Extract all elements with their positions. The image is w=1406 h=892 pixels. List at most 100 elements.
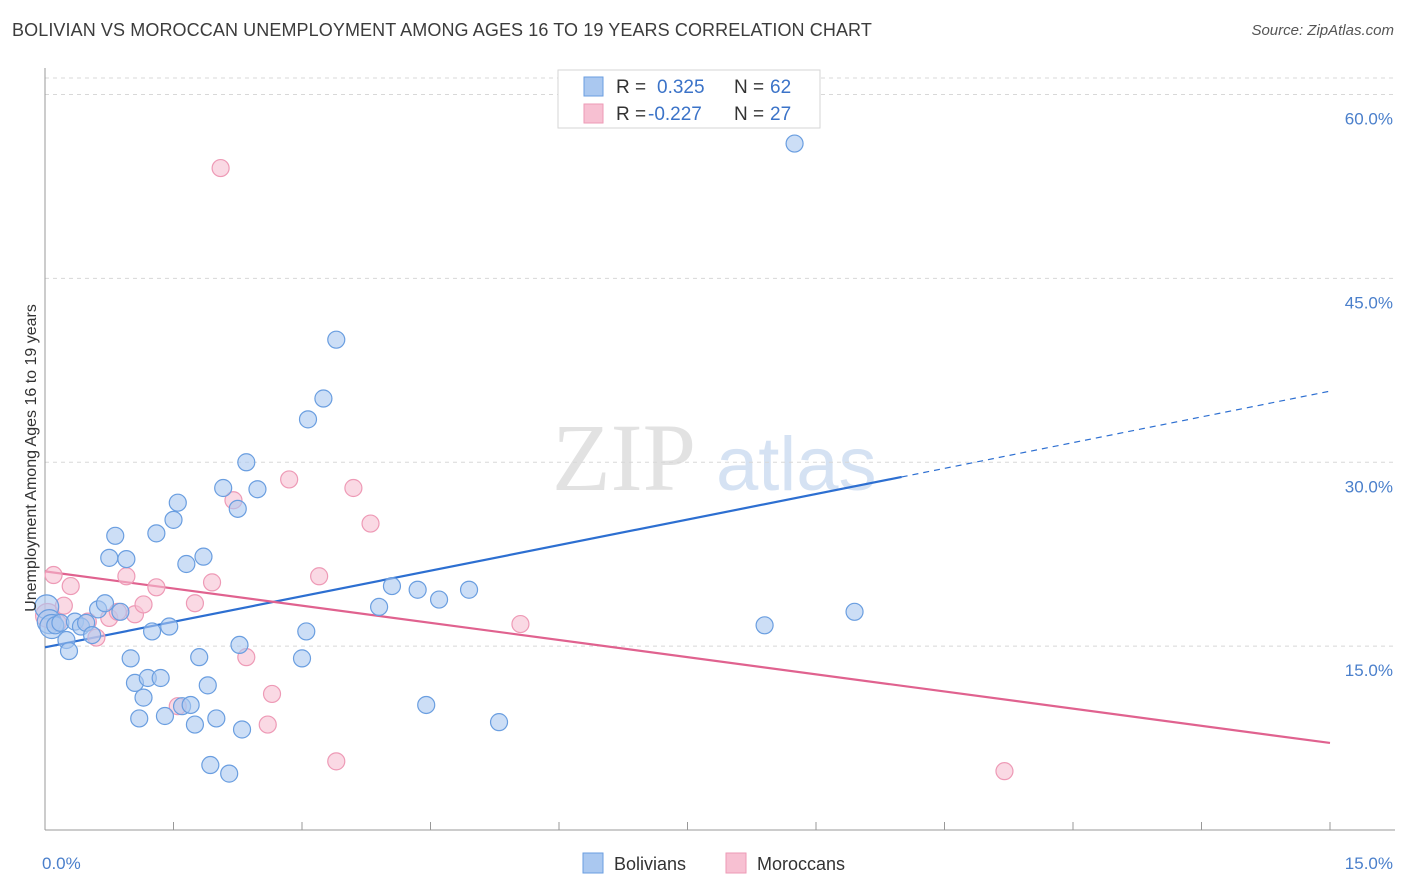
watermark: ZIP atlas: [552, 404, 877, 511]
point-bolivians-52: [408, 580, 427, 599]
trend-line-bolivians-extension: [901, 390, 1331, 478]
point-moroccans-20: [262, 684, 282, 704]
point-moroccans-11: [134, 595, 153, 614]
point-bolivians-34: [194, 547, 213, 566]
point-bolivians-32: [185, 715, 205, 734]
data-points: [34, 134, 1014, 783]
point-bolivians-46: [297, 622, 316, 641]
legend-bottom-bolivians: Bolivians: [614, 854, 686, 874]
axes: 15.0% 30.0% 45.0% 60.0% 0.0% 15.0%: [42, 68, 1395, 873]
y-axis-label: Unemployment Among Ages 16 to 19 years: [23, 304, 40, 612]
watermark-zip: ZIP: [552, 404, 696, 511]
legend-n-value-1: 62: [770, 77, 791, 98]
point-bolivians-15: [111, 602, 130, 621]
point-bolivians-37: [207, 709, 226, 728]
point-moroccans-1: [44, 565, 63, 585]
point-bolivians-42: [232, 720, 252, 739]
point-bolivians-25: [155, 706, 175, 726]
grid-lines: [45, 77, 1395, 647]
point-bolivians-6: [59, 641, 79, 661]
legend-r-value-2: -0.227: [648, 104, 702, 125]
point-bolivians-10: [83, 625, 102, 645]
point-bolivians-23: [147, 524, 166, 543]
point-bolivians-43: [237, 453, 256, 472]
point-bolivians-13: [100, 548, 119, 567]
point-bolivians-31: [181, 695, 200, 715]
legend-n-label-2: N =: [734, 104, 764, 125]
point-moroccans-4: [61, 576, 80, 596]
legend-r-label-2: R =: [616, 104, 646, 125]
y-tick-label-0: 15.0%: [1345, 661, 1393, 680]
point-bolivians-14: [106, 526, 125, 545]
point-bolivians-47: [298, 410, 318, 429]
point-bolivians-19: [130, 709, 149, 728]
y-tick-label-1: 30.0%: [1345, 477, 1393, 496]
legend-n-value-2: 27: [770, 104, 791, 125]
point-bolivians-39: [220, 764, 239, 783]
point-moroccans-21: [280, 470, 299, 489]
point-moroccans-16: [211, 158, 230, 178]
point-bolivians-57: [755, 616, 774, 635]
trend-line-bolivians: [44, 475, 902, 649]
point-bolivians-35: [198, 676, 217, 695]
legend-swatch-bolivians: [583, 76, 604, 97]
point-moroccans-27: [995, 762, 1014, 781]
legend-bottom-moroccans: Moroccans: [757, 854, 845, 874]
point-bolivians-17: [121, 649, 140, 668]
point-bolivians-45: [292, 649, 312, 668]
legend-bottom: Bolivians Moroccans: [582, 852, 845, 874]
point-bolivians-20: [134, 688, 153, 707]
legend-n-label-1: N =: [734, 77, 764, 98]
point-bolivians-30: [177, 554, 196, 574]
point-bolivians-59: [785, 134, 804, 153]
legend-bottom-swatch-moroccans: [725, 852, 747, 874]
point-bolivians-26: [160, 617, 179, 636]
legend-top: R = 0.325 N = 62 R = -0.227 N = 27: [557, 69, 821, 129]
point-bolivians-54: [429, 590, 449, 609]
point-bolivians-48: [314, 389, 333, 408]
point-bolivians-40: [228, 499, 247, 518]
legend-r-label-1: R =: [616, 77, 646, 98]
point-bolivians-33: [190, 648, 209, 667]
point-bolivians-55: [459, 580, 479, 599]
point-bolivians-28: [168, 493, 187, 512]
point-moroccans-15: [202, 573, 222, 592]
chart-title: BOLIVIAN VS MOROCCAN UNEMPLOYMENT AMONG …: [12, 20, 872, 40]
point-bolivians-44: [248, 480, 267, 499]
legend-swatch-moroccans: [583, 103, 604, 124]
point-bolivians-12: [95, 594, 115, 613]
legend-r-value-1: 0.325: [657, 77, 705, 98]
point-bolivians-58: [845, 602, 864, 621]
point-moroccans-14: [185, 594, 205, 613]
point-moroccans-12: [147, 578, 166, 597]
point-bolivians-41: [230, 635, 249, 655]
watermark-atlas: atlas: [716, 422, 877, 507]
x-tick-label-0: 0.0%: [42, 854, 81, 873]
point-bolivians-51: [382, 576, 402, 596]
point-bolivians-38: [214, 478, 233, 498]
point-moroccans-22: [310, 567, 329, 586]
point-bolivians-36: [201, 755, 220, 775]
trend-lines: [44, 390, 1331, 745]
point-bolivians-27: [164, 510, 183, 529]
point-moroccans-9: [117, 567, 136, 586]
point-bolivians-56: [489, 713, 509, 732]
point-bolivians-24: [151, 668, 170, 688]
y-tick-label-2: 45.0%: [1345, 293, 1393, 312]
point-moroccans-19: [258, 715, 277, 734]
legend-bottom-swatch-bolivians: [582, 852, 604, 874]
point-moroccans-26: [511, 614, 530, 634]
point-moroccans-23: [327, 752, 346, 771]
x-tick-label-1: 15.0%: [1345, 854, 1393, 873]
y-tick-label-3: 60.0%: [1345, 110, 1393, 129]
point-bolivians-50: [370, 597, 389, 617]
point-bolivians-49: [327, 330, 346, 349]
point-bolivians-22: [142, 622, 162, 641]
point-moroccans-24: [344, 478, 363, 498]
point-moroccans-25: [361, 514, 380, 533]
trend-line-moroccans: [44, 570, 1331, 745]
point-bolivians-16: [117, 549, 136, 569]
source-label: Source: ZipAtlas.com: [1251, 22, 1394, 39]
point-bolivians-53: [417, 695, 436, 715]
